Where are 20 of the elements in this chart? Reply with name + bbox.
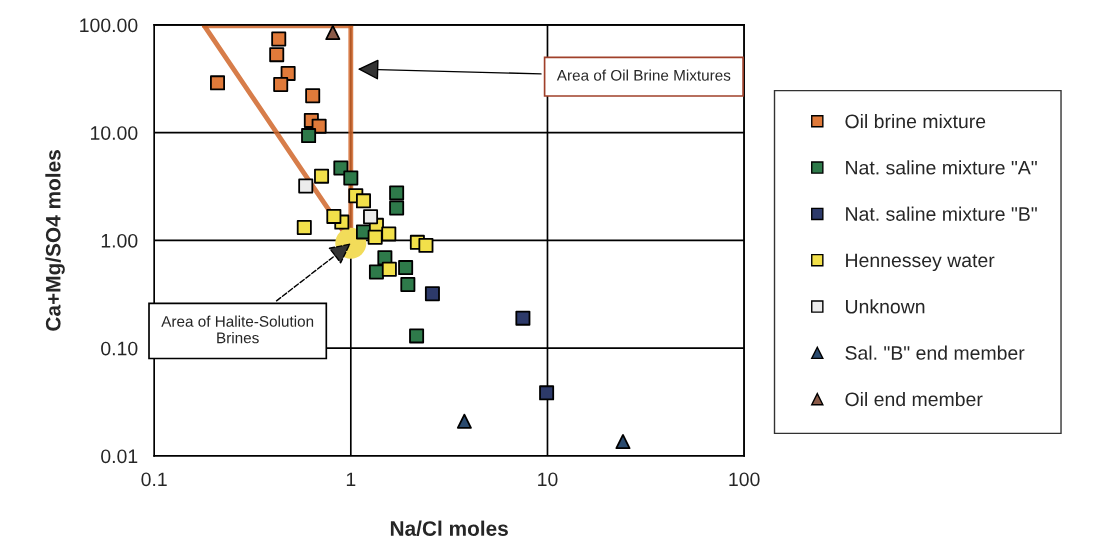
legend-label: Sal. "B" end member xyxy=(845,345,1025,360)
y-tick-label: 10.00 xyxy=(91,126,138,140)
legend-label: Nat. saline mixture "A" xyxy=(846,160,1037,175)
legend-label: Oil end member xyxy=(845,391,983,407)
x-tick-label: 1 xyxy=(346,472,356,487)
legend-label: Nat. saline mixture "B" xyxy=(846,206,1037,221)
x-tick-label: 10 xyxy=(538,472,558,487)
annotation: Area of Halite-Solution Brines xyxy=(161,315,314,344)
legend-label: Unknown xyxy=(846,299,925,314)
legend-label: Oil brine mixture xyxy=(845,113,986,129)
y-tick-label: 0.10 xyxy=(101,341,138,356)
y-tick-label: 1.00 xyxy=(101,233,138,248)
x-tick-label: 100 xyxy=(729,472,760,487)
legend-label: Hennessey water xyxy=(846,253,995,272)
y-tick-label: 100.00 xyxy=(80,18,138,33)
annotation: Area of Oil Brine Mixtures xyxy=(556,69,731,81)
y-axis-title: Ca+Mg/SO4 moles xyxy=(45,150,65,331)
y-tick-label: 0.01 xyxy=(101,449,138,464)
x-tick-label: 0.1 xyxy=(141,472,167,487)
x-axis-title: Na/Cl moles xyxy=(390,520,508,537)
